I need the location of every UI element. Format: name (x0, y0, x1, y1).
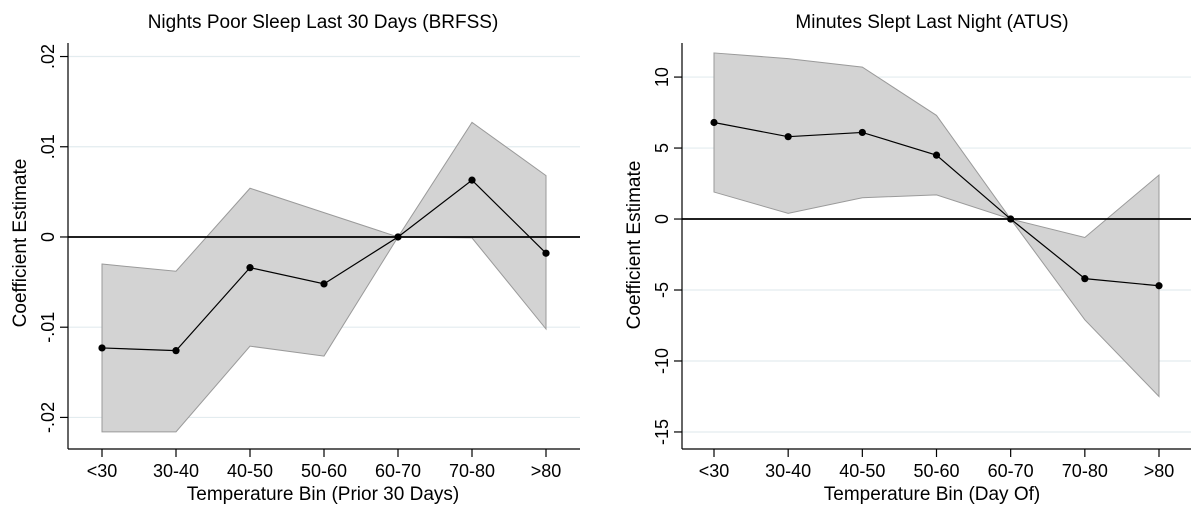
chart-left-x-tick-label-4: 60-70 (375, 461, 421, 481)
chart-right-point-4 (1007, 215, 1015, 223)
chart-right-panel: Minutes Slept Last Night (ATUS) Temperat… (624, 12, 1191, 505)
chart-left-y-tick-label-0: -.02 (38, 402, 58, 433)
chart-right-x-tick-label-6: >80 (1144, 461, 1175, 481)
chart-right-y-tick-label-3: 0 (652, 214, 672, 224)
chart-right-y-tick-label-0: -15 (652, 419, 672, 445)
chart-left-x-tick-label-1: 30-40 (153, 461, 199, 481)
chart-left-x-axis-label: Temperature Bin (Prior 30 Days) (187, 484, 459, 505)
chart-left-x-tick-label-5: 70-80 (449, 461, 495, 481)
chart-right-point-0 (710, 118, 718, 127)
chart-left-point-3 (320, 280, 328, 288)
chart-right-x-tick-label-5: 70-80 (1062, 461, 1108, 481)
chart-right-y-tick-label-4: 5 (652, 143, 672, 153)
chart-left-point-5 (468, 176, 476, 184)
chart-right-point-5 (1081, 275, 1089, 283)
chart-right-y-axis-label: Coefficient Estimate (624, 161, 645, 330)
chart-right-y-tick-label-2: -5 (652, 282, 672, 298)
chart-right-plot-area: -15 -10 -5 0 5 10 <30 30-40 40-50 50-60 60-70 70-80… (652, 43, 1191, 481)
chart-left-confidence-band (101, 121, 547, 433)
chart-left-y-tick-label-2: 0 (38, 232, 58, 242)
chart-right-point-6 (1155, 282, 1163, 290)
chart-right-x-tick-label-4: 60-70 (988, 461, 1034, 481)
chart-left-x-tick-label-6: >80 (531, 461, 562, 481)
chart-left-point-0 (98, 344, 106, 352)
chart-left-point-6 (542, 249, 550, 257)
chart-left-x-tick-label-0: <30 (87, 461, 118, 481)
chart-left-y-tick-label-4: .02 (38, 44, 58, 69)
chart-right-confidence-band (713, 52, 1160, 398)
chart-left-point-4 (394, 233, 402, 241)
chart-left-x-tick-label-2: 40-50 (227, 461, 273, 481)
chart-left-y-axis-label: Coefficient Estimate (10, 159, 31, 328)
chart-left-y-tick-label-1: -.01 (38, 312, 58, 343)
chart-right-y-tick-label-1: -10 (652, 348, 672, 374)
chart-left-plot-area: -.02 -.01 0 .01 .02 <30 30-40 40-50 50-60 60-70 70… (38, 43, 580, 481)
chart-left-point-1 (172, 347, 180, 355)
chart-right-x-tick-label-3: 50-60 (913, 461, 959, 481)
chart-left-panel: Nights Poor Sleep Last 30 Days (BRFSS) T… (10, 12, 580, 505)
chart-right-x-tick-label-1: 30-40 (765, 461, 811, 481)
chart-right-point-2 (858, 128, 866, 137)
chart-left-y-tick-label-3: .01 (38, 134, 58, 159)
chart-right-point-1 (784, 133, 792, 141)
chart-right-x-axis-label: Temperature Bin (Day Of) (824, 484, 1040, 505)
chart-left-point-2 (246, 264, 254, 272)
chart-right-point-3 (932, 151, 941, 159)
chart-right-title: Minutes Slept Last Night (ATUS) (795, 12, 1068, 33)
chart-right-y-tick-label-5: 10 (652, 67, 672, 87)
chart-left-x-tick-label-3: 50-60 (301, 461, 347, 481)
chart-right-x-tick-label-0: <30 (699, 461, 730, 481)
chart-left-title: Nights Poor Sleep Last 30 Days (BRFSS) (148, 12, 499, 33)
chart-right-x-tick-label-2: 40-50 (839, 461, 885, 481)
